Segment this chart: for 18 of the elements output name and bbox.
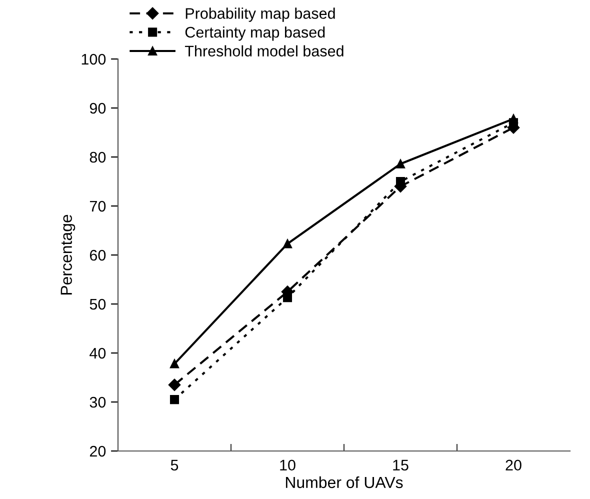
- x-tick-label: 10: [280, 460, 296, 471]
- y-tick-label: 20: [90, 446, 106, 457]
- x-tick-label: 15: [393, 460, 408, 471]
- y-tick-label: 70: [90, 200, 106, 212]
- y-tick-label: 40: [90, 348, 106, 359]
- legend-label: Threshold model based: [184, 45, 344, 57]
- x-tick-label: 20: [506, 460, 522, 471]
- y-axis-title: Percentage: [60, 214, 76, 295]
- y-tick-label: 80: [90, 152, 106, 163]
- y-tick-label: 100: [82, 54, 106, 65]
- y-tick-label: 50: [90, 298, 106, 310]
- y-tick-label: 90: [90, 102, 106, 114]
- y-tick-label: 30: [90, 396, 106, 408]
- legend-label: Certainty map based: [185, 26, 325, 41]
- x-axis-title: Number of UAVs: [286, 476, 403, 488]
- legend-label: Probability map based: [186, 8, 335, 22]
- y-tick-label: 60: [90, 250, 106, 261]
- x-tick-label: 5: [170, 460, 178, 471]
